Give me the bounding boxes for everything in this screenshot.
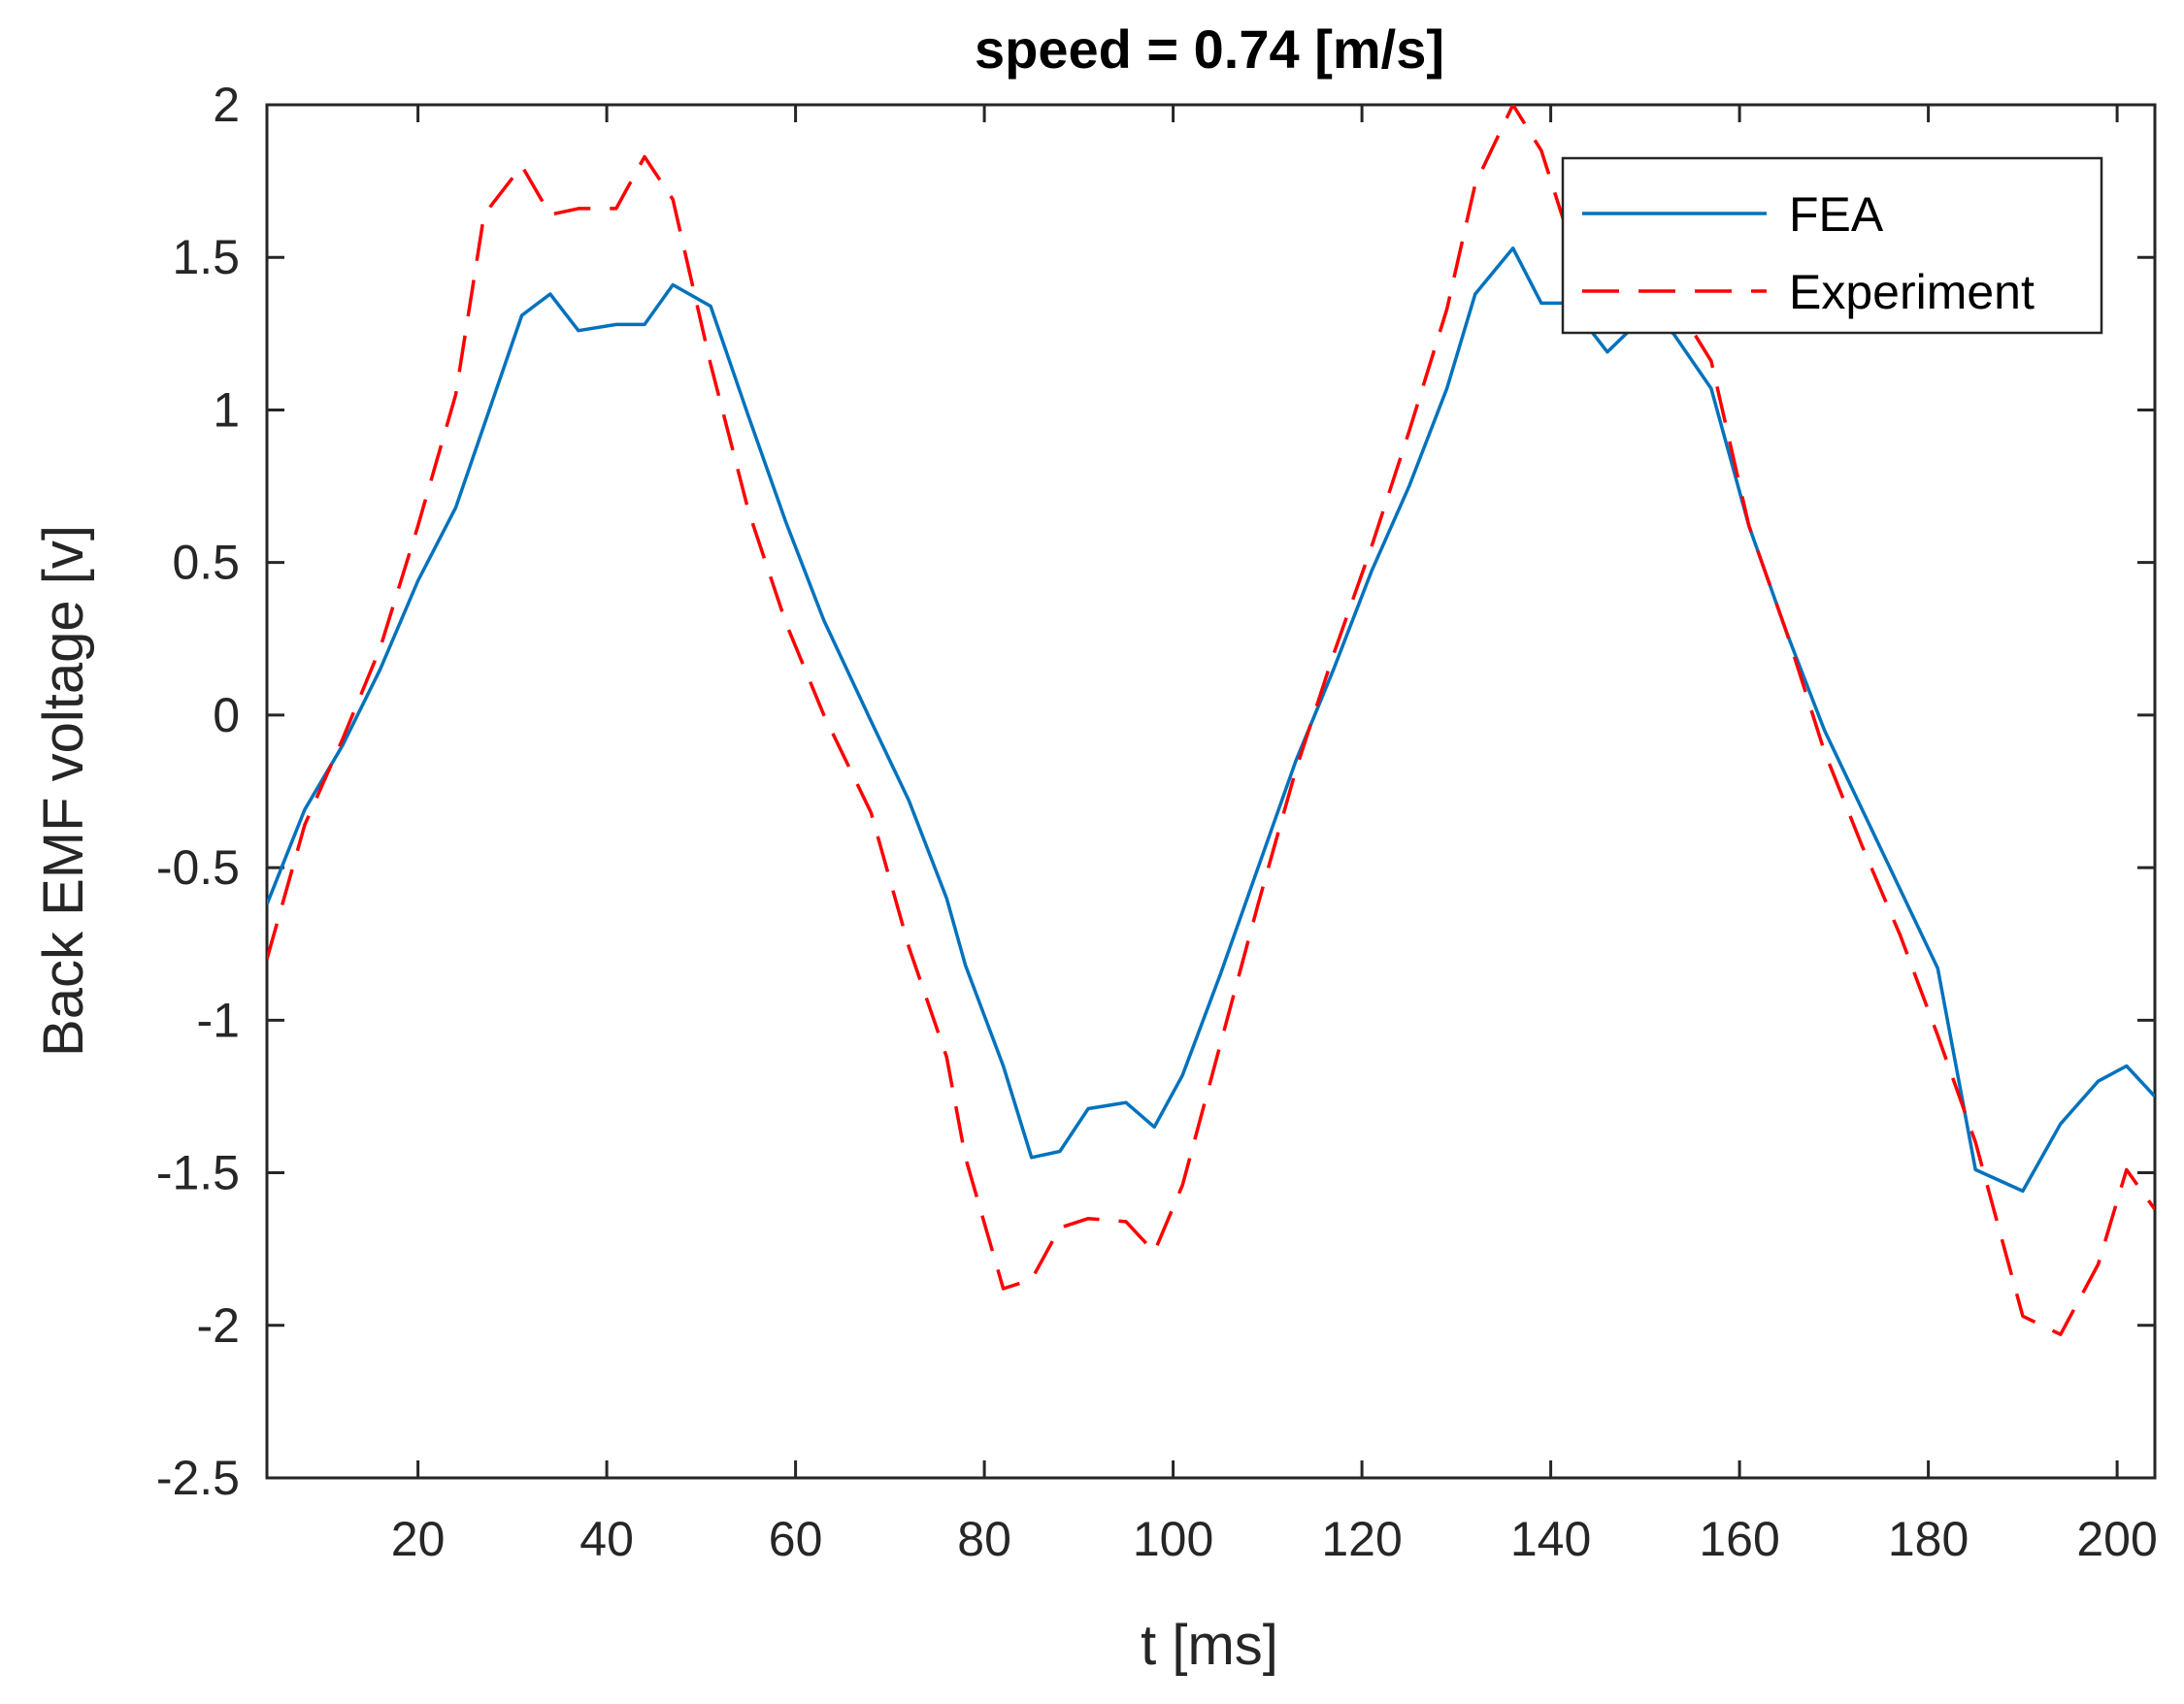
y-tick-label: -2 bbox=[197, 1298, 240, 1353]
x-tick-label: 80 bbox=[957, 1512, 1011, 1566]
y-tick-label: 1.5 bbox=[172, 230, 240, 284]
legend-box bbox=[1561, 156, 2103, 335]
data-series bbox=[267, 105, 2155, 1336]
y-axis-title: Back EMF voltage [v] bbox=[32, 525, 95, 1057]
legend-fea-label: FEA bbox=[1789, 187, 1884, 242]
x-tick-label: 60 bbox=[769, 1512, 823, 1566]
series-line-fea bbox=[267, 246, 2155, 1194]
y-tick-label: -2.5 bbox=[156, 1451, 240, 1505]
chart-title: speed = 0.74 [m/s] bbox=[975, 18, 1444, 80]
series-line-experiment bbox=[267, 105, 2155, 1336]
x-tick-label: 120 bbox=[1321, 1512, 1402, 1566]
x-axis-title: t [ms] bbox=[1141, 1614, 1278, 1677]
y-tick-label: 2 bbox=[213, 78, 240, 132]
x-tick-label: 40 bbox=[579, 1512, 634, 1566]
y-tick-label: -0.5 bbox=[156, 840, 240, 895]
x-tick-label: 180 bbox=[1888, 1512, 1969, 1566]
y-tick-label: -1 bbox=[197, 993, 240, 1047]
legend: FEA Experiment bbox=[1561, 156, 2103, 335]
x-tick-label: 140 bbox=[1510, 1512, 1591, 1566]
y-tick-label: 0 bbox=[213, 688, 240, 742]
legend-experiment-label: Experiment bbox=[1789, 265, 2035, 319]
x-tick-label: 100 bbox=[1133, 1512, 1213, 1566]
x-tick-label: 20 bbox=[391, 1512, 446, 1566]
y-tick-label: -1.5 bbox=[156, 1146, 240, 1200]
ticks: 20 40 60 80 100 120 140 160 180 200-2.5-2-1.5-1-0… bbox=[156, 78, 2158, 1566]
y-tick-label: 1 bbox=[213, 382, 240, 437]
x-tick-label: 160 bbox=[1699, 1512, 1779, 1566]
x-tick-label: 200 bbox=[2076, 1512, 2157, 1566]
y-tick-label: 0.5 bbox=[172, 536, 240, 590]
